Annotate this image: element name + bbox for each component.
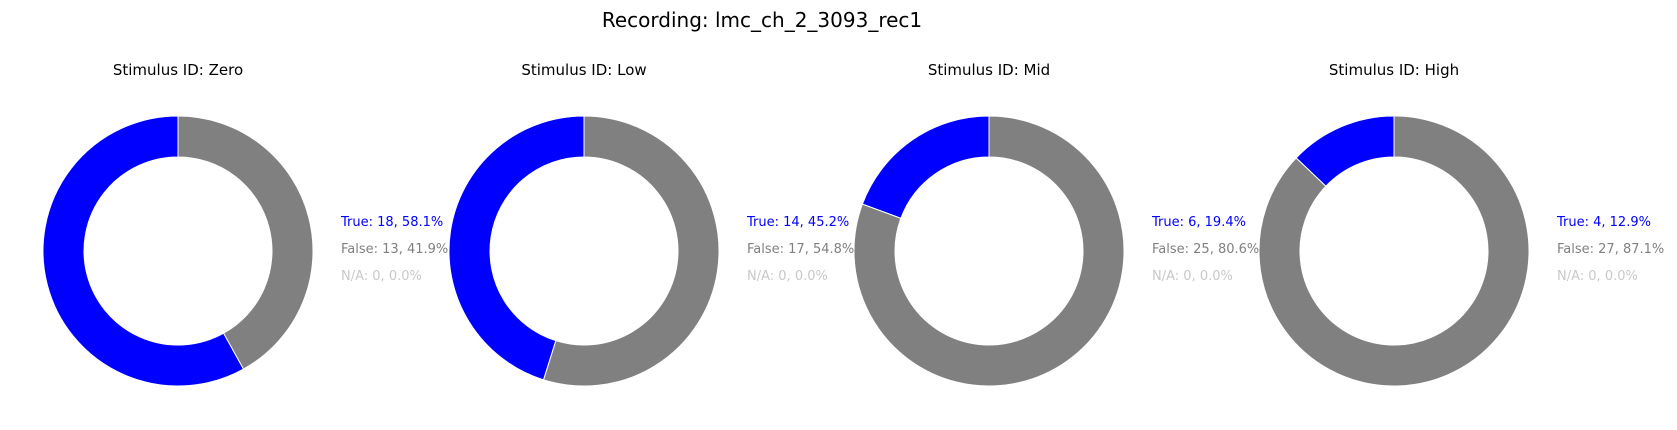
- slice-label-false: False: 17, 54.8%: [747, 242, 854, 257]
- donut-panel: Stimulus ID: Low True: 14, 45.2% False: 17…: [448, 61, 854, 387]
- donut-panel: Stimulus ID: High True: 4, 12.9% False: 27…: [1258, 61, 1664, 387]
- figure-title: Recording: lmc_ch_2_3093_rec1: [602, 8, 922, 32]
- slice-label-false: False: 13, 41.9%: [341, 242, 448, 257]
- slice-label-na: N/A: 0, 0.0%: [341, 269, 422, 284]
- donut-slice-false: [177, 115, 314, 370]
- donut-slice-false: [1258, 115, 1530, 387]
- donut-slice-false: [853, 115, 1125, 387]
- slice-label-na: N/A: 0, 0.0%: [1557, 269, 1638, 284]
- donut-panel: Stimulus ID: Zero True: 18, 58.1% False: 1…: [42, 61, 448, 387]
- panel-title: Stimulus ID: Zero: [113, 61, 243, 79]
- slice-label-true: True: 4, 12.9%: [1556, 215, 1651, 230]
- slice-label-na: N/A: 0, 0.0%: [747, 269, 828, 284]
- donut-slice-true: [42, 115, 245, 387]
- donut-slice-true: [448, 115, 585, 381]
- panel-title: Stimulus ID: High: [1329, 61, 1459, 79]
- slice-label-false: False: 25, 80.6%: [1152, 242, 1259, 257]
- donut-panel: Stimulus ID: Mid True: 6, 19.4% False: 25,…: [853, 61, 1259, 387]
- slice-label-true: True: 6, 19.4%: [1151, 215, 1246, 230]
- donut-slice-true: [861, 115, 990, 219]
- donut-slice-false: [542, 115, 720, 387]
- slice-label-true: True: 18, 58.1%: [340, 215, 443, 230]
- slice-label-false: False: 27, 87.1%: [1557, 242, 1664, 257]
- panel-title: Stimulus ID: Mid: [928, 61, 1050, 79]
- panel-title: Stimulus ID: Low: [521, 61, 646, 79]
- slice-label-na: N/A: 0, 0.0%: [1152, 269, 1233, 284]
- slice-label-true: True: 14, 45.2%: [746, 215, 849, 230]
